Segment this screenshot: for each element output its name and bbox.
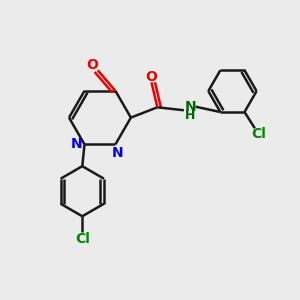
- Text: N: N: [112, 146, 123, 160]
- Text: Cl: Cl: [251, 127, 266, 140]
- Text: Cl: Cl: [75, 232, 90, 246]
- Text: H: H: [185, 109, 196, 122]
- Text: N: N: [184, 100, 196, 114]
- Text: N: N: [70, 137, 82, 152]
- Text: O: O: [146, 70, 158, 84]
- Text: O: O: [86, 58, 98, 72]
